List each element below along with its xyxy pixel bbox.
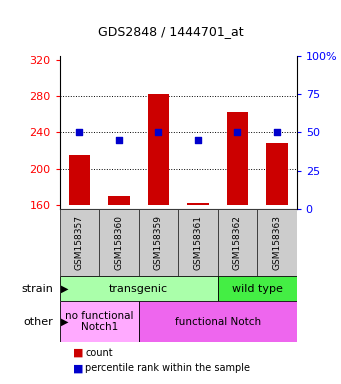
Text: GSM158360: GSM158360: [115, 215, 123, 270]
Bar: [99, 209, 139, 276]
Bar: [69, 155, 90, 205]
Bar: [178, 209, 218, 276]
Bar: [257, 209, 297, 276]
Text: wild type: wild type: [232, 284, 283, 294]
Text: ▶: ▶: [61, 284, 69, 294]
Point: [235, 129, 240, 136]
Bar: [139, 209, 178, 276]
Text: count: count: [85, 348, 113, 358]
Point: [156, 129, 161, 136]
Text: GSM158361: GSM158361: [193, 215, 203, 270]
Bar: [108, 196, 130, 205]
Bar: [60, 301, 139, 342]
Text: other: other: [23, 316, 53, 327]
Bar: [226, 112, 248, 205]
Text: ■: ■: [73, 348, 84, 358]
Point: [116, 137, 122, 143]
Point: [195, 137, 201, 143]
Text: GSM158357: GSM158357: [75, 215, 84, 270]
Text: GSM158359: GSM158359: [154, 215, 163, 270]
Bar: [187, 203, 209, 205]
Text: no functional
Notch1: no functional Notch1: [65, 311, 133, 333]
Text: GSM158362: GSM158362: [233, 215, 242, 270]
Bar: [60, 276, 218, 301]
Bar: [266, 143, 288, 205]
Text: GDS2848 / 1444701_at: GDS2848 / 1444701_at: [98, 25, 243, 38]
Bar: [148, 94, 169, 205]
Text: functional Notch: functional Notch: [175, 316, 261, 327]
Bar: [60, 209, 99, 276]
Point: [77, 129, 82, 136]
Text: GSM158363: GSM158363: [272, 215, 281, 270]
Text: transgenic: transgenic: [109, 284, 168, 294]
Bar: [218, 276, 297, 301]
Bar: [218, 209, 257, 276]
Bar: [139, 301, 297, 342]
Text: percentile rank within the sample: percentile rank within the sample: [85, 363, 250, 373]
Point: [274, 129, 280, 136]
Text: ▶: ▶: [61, 316, 69, 327]
Text: ■: ■: [73, 363, 84, 373]
Text: strain: strain: [21, 284, 53, 294]
